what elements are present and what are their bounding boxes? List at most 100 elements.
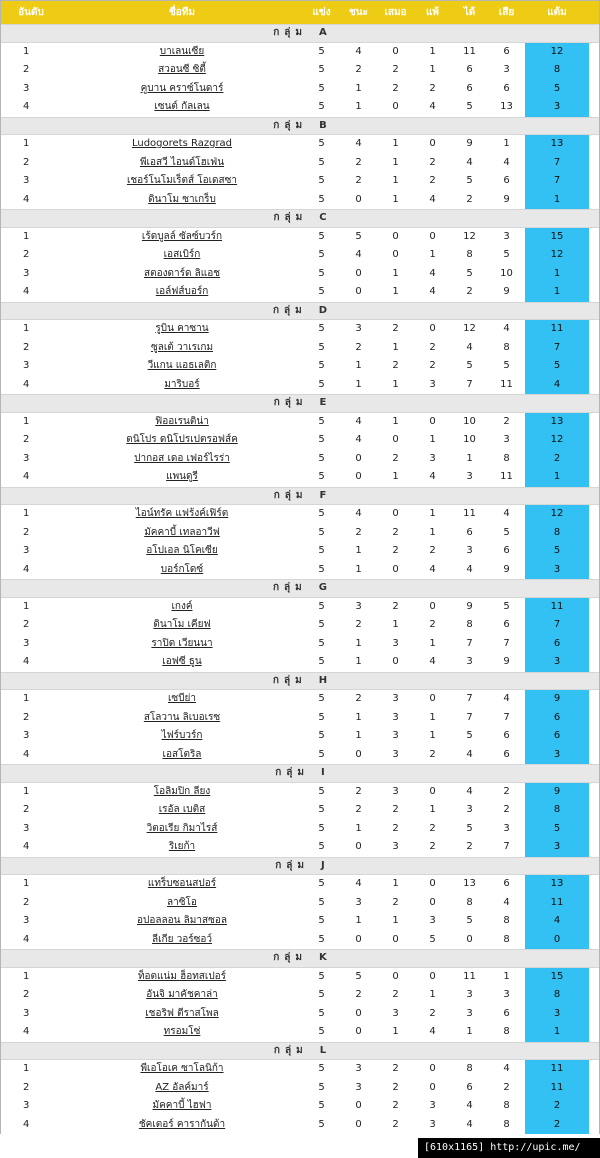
team-link[interactable]: ไอน์ทรัค แฟร้งค์เฟิร์ต bbox=[135, 508, 229, 519]
goals-against-cell: 5 bbox=[503, 249, 510, 260]
team-link[interactable]: พีเอสวี ไอนด์โฮเฟ่น bbox=[139, 156, 225, 168]
team-link[interactable]: เซบีย่า bbox=[167, 693, 197, 704]
points-cell: 6 bbox=[525, 727, 589, 746]
team-link[interactable]: คูบาน คราซ์โนดาร์ bbox=[140, 82, 224, 94]
team-link[interactable]: ท็อตแน่ม ฮ็อทสเปอร์ bbox=[137, 970, 227, 982]
team-link[interactable]: สโลวาน ลิเบอเรซ bbox=[143, 711, 221, 723]
team-link[interactable]: ราปิด เวียนนา bbox=[151, 637, 213, 649]
lost-cell: 2 bbox=[429, 341, 436, 353]
team-link[interactable]: แพนดูรี bbox=[166, 471, 198, 482]
team-link[interactable]: วีแกน แอธเลติก bbox=[147, 360, 217, 371]
goals-against-cell: 8 bbox=[503, 341, 510, 353]
drawn-cell: 3 bbox=[392, 785, 399, 797]
team-link[interactable]: Ludogorets Razgrad bbox=[131, 138, 233, 149]
goals-against-cell: 7 bbox=[503, 841, 510, 852]
team-name-cell: แทร็บซอนสปอร์ bbox=[61, 875, 303, 894]
drawn-cell: 1 bbox=[392, 138, 399, 149]
points-cell: 0 bbox=[525, 930, 589, 949]
team-link[interactable]: โอลิมปิก ลียง bbox=[153, 785, 211, 797]
team-link[interactable]: วิตอเรีย กิมาไรส์ bbox=[146, 822, 218, 834]
lost-cell: 4 bbox=[429, 286, 436, 297]
team-link[interactable]: รูบิน คาซาน bbox=[155, 323, 209, 334]
played-cell: 5 bbox=[318, 1100, 325, 1111]
team-name-cell: ริเยก้า bbox=[61, 838, 303, 857]
goals-against-cell: 8 bbox=[503, 1100, 510, 1111]
team-link[interactable]: อันจิ มาคัชคาล่า bbox=[146, 989, 218, 1000]
team-link[interactable]: บาเลนเซีย bbox=[159, 45, 205, 57]
won-cell: 2 bbox=[355, 341, 362, 353]
team-link[interactable]: เซนต์ กัลเลน bbox=[154, 101, 210, 112]
group-header-g: กลุ่ม G bbox=[1, 579, 599, 598]
team-link[interactable]: แทร็บซอนสปอร์ bbox=[147, 878, 217, 889]
team-name-cell: อปอลลอน ลิมาสซอล bbox=[61, 912, 303, 931]
group-letter: A bbox=[319, 27, 327, 38]
won-cell: 2 bbox=[355, 156, 362, 168]
team-link[interactable]: ฟิออเรนติน่า bbox=[155, 415, 209, 427]
team-link[interactable]: มัคคาบี้ เทลอาวีฟ bbox=[144, 526, 220, 538]
goals-against-cell: 6 bbox=[503, 82, 510, 94]
rank-cell: 3 bbox=[23, 82, 30, 94]
won-cell: 4 bbox=[355, 45, 362, 57]
team-link[interactable]: เอสโตริล bbox=[162, 748, 202, 760]
points-cell: 1 bbox=[525, 468, 589, 487]
team-link[interactable]: AZ อัลค์มาร์ bbox=[155, 1081, 209, 1093]
points-cell: 11 bbox=[525, 1060, 589, 1079]
played-cell: 5 bbox=[318, 82, 325, 94]
team-name-cell: วีแกน แอธเลติก bbox=[61, 357, 303, 376]
lost-cell: 4 bbox=[429, 101, 436, 112]
goals-against-cell: 6 bbox=[503, 545, 510, 556]
team-link[interactable]: สตองดาร์ด ลิแอช bbox=[143, 267, 220, 279]
played-cell: 5 bbox=[318, 45, 325, 57]
team-link[interactable]: มาริบอร์ bbox=[164, 378, 200, 390]
team-link[interactable]: เร้ดบูลล์ ซัลซ์บวร์ก bbox=[141, 230, 223, 242]
goals-against-cell: 7 bbox=[503, 637, 510, 649]
team-name-cell: ดนิโปร ดนิโปรเปตรอฟส์ค bbox=[61, 431, 303, 450]
won-cell: 1 bbox=[355, 378, 362, 390]
drawn-cell: 1 bbox=[392, 267, 399, 279]
team-link[interactable]: ไฟร์บวร์ก bbox=[161, 730, 203, 741]
team-link[interactable]: ทรอมโซ่ bbox=[163, 1026, 201, 1037]
points-cell: 15 bbox=[525, 967, 589, 986]
team-link[interactable]: ลีเกีย วอร์ซอว์ bbox=[151, 933, 213, 945]
team-link[interactable]: เชอร์โนโมเร็ตส์ โอเดสซา bbox=[126, 175, 238, 186]
team-link[interactable]: เอฟซี ธูน bbox=[162, 656, 202, 667]
team-link[interactable]: ดินาโม ซาเกร็บ bbox=[148, 193, 216, 205]
team-link[interactable]: อปอลลอน ลิมาสซอล bbox=[137, 915, 227, 926]
team-link[interactable]: สวอนซี ซิตี้ bbox=[158, 64, 206, 75]
team-link[interactable]: ดินาโม เคียฟ bbox=[153, 619, 211, 630]
team-link[interactable]: เอสเบิร์ก bbox=[163, 249, 201, 260]
goals-against-cell: 1 bbox=[503, 970, 510, 982]
goals-against-cell: 2 bbox=[503, 804, 510, 815]
team-link[interactable]: เชอริฟ ตีราสโพล bbox=[145, 1007, 219, 1019]
team-link[interactable]: อโปเอล นิโคเซีย bbox=[146, 545, 218, 556]
table-row: 4 ลีเกีย วอร์ซอว์ 5 0 0 5 0 8 0 bbox=[1, 930, 599, 949]
won-cell: 1 bbox=[355, 563, 362, 575]
goals-for-cell: 2 bbox=[466, 193, 473, 205]
lost-cell: 1 bbox=[429, 730, 436, 741]
team-link[interactable]: ลาซิโอ bbox=[167, 896, 197, 908]
team-link[interactable]: ชัคเตอร์ คารากันด้า bbox=[138, 1118, 226, 1130]
goals-for-cell: 3 bbox=[466, 545, 473, 556]
team-link[interactable]: เรอัล เบติส bbox=[158, 804, 206, 815]
goals-for-cell: 5 bbox=[466, 822, 473, 834]
team-link[interactable]: ดนิโปร ดนิโปรเปตรอฟส์ค bbox=[126, 434, 238, 445]
team-link[interactable]: พีเอโอเค ซาโลนิก้า bbox=[140, 1063, 224, 1074]
table-row: 3 ปากอส เดอ เฟอร์ไรร่า 5 0 2 3 1 8 2 bbox=[1, 449, 599, 468]
team-link[interactable]: บอร์กโดซ์ bbox=[160, 563, 204, 575]
table-row: 1 แทร็บซอนสปอร์ 5 4 1 0 13 6 13 bbox=[1, 875, 599, 894]
goals-against-cell: 4 bbox=[503, 323, 510, 334]
team-link[interactable]: ซูลเต้ วาเรเกม bbox=[150, 341, 214, 353]
won-cell: 0 bbox=[355, 286, 362, 297]
played-cell: 5 bbox=[318, 508, 325, 519]
team-link[interactable]: เอล์ฟส์บอร์ก bbox=[155, 286, 209, 297]
team-link[interactable]: ปากอส เดอ เฟอร์ไรร่า bbox=[134, 452, 230, 464]
drawn-cell: 3 bbox=[392, 841, 399, 852]
team-link[interactable]: มัคคาบี้ ไฮฟา bbox=[152, 1100, 212, 1111]
group-label: กลุ่ม bbox=[273, 397, 308, 408]
lost-cell: 0 bbox=[429, 230, 436, 242]
team-link[interactable]: เกงค์ bbox=[171, 600, 193, 612]
team-name-cell: บาเลนเซีย bbox=[61, 43, 303, 62]
drawn-cell: 0 bbox=[392, 508, 399, 519]
goals-against-cell: 10 bbox=[500, 267, 513, 279]
team-link[interactable]: ริเยก้า bbox=[168, 841, 196, 852]
